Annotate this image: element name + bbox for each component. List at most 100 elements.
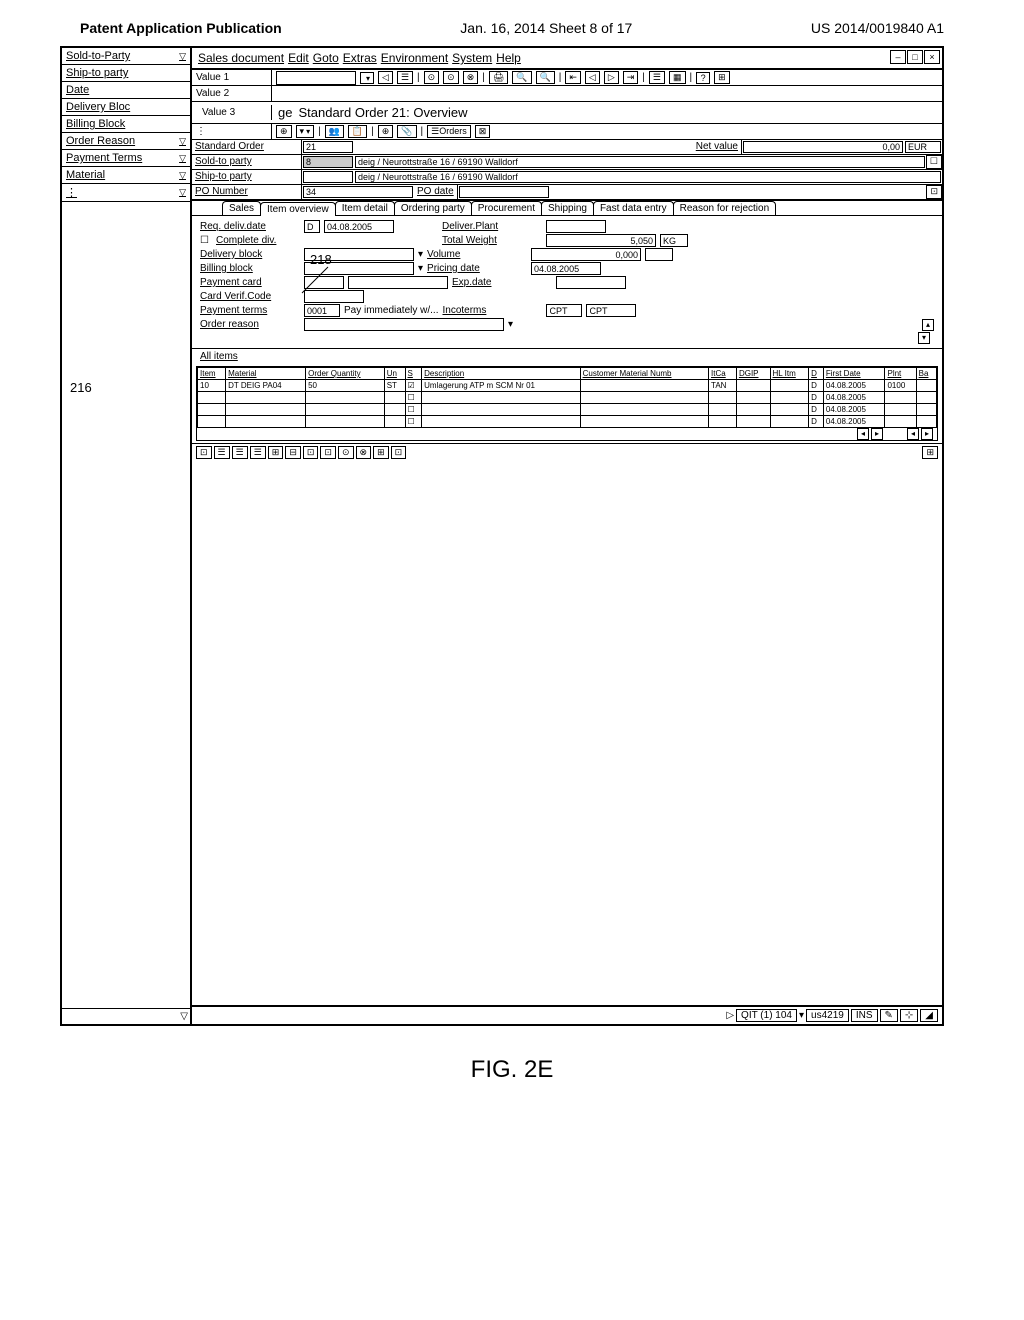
- bt-icon-7[interactable]: ⊡: [303, 446, 319, 459]
- status-icon-1[interactable]: ✎: [880, 1009, 898, 1022]
- order-reason-input[interactable]: [304, 318, 504, 331]
- bt-icon-4[interactable]: ☰: [250, 446, 266, 459]
- tb-findnext-icon[interactable]: 🔍: [536, 71, 555, 84]
- bt-icon-2[interactable]: ☰: [214, 446, 230, 459]
- tb-first-icon[interactable]: ⇤: [565, 71, 581, 84]
- sold-to-value[interactable]: 8: [303, 156, 353, 168]
- tb-icon-2[interactable]: ⊙: [443, 71, 459, 84]
- table-row[interactable]: ☐D04.08.2005: [198, 416, 937, 428]
- tb-icon-b[interactable]: ▦: [669, 71, 686, 84]
- table-row[interactable]: ☐D04.08.2005: [198, 404, 937, 416]
- po-config-icon[interactable]: ⊡: [926, 185, 942, 199]
- app-tb-3[interactable]: 👥: [325, 125, 344, 138]
- po-number-value[interactable]: 34: [303, 186, 413, 198]
- pricing-date-value[interactable]: [531, 262, 601, 275]
- tab-procurement[interactable]: Procurement: [471, 201, 542, 215]
- sold-to-search-icon[interactable]: ☐: [926, 155, 942, 169]
- side-billing-block[interactable]: Billing Block: [62, 116, 190, 133]
- tab-fast-data-entry[interactable]: Fast data entry: [593, 201, 674, 215]
- tb-save-icon[interactable]: ☰: [397, 71, 413, 84]
- status-icon-2[interactable]: ⊹: [900, 1009, 918, 1022]
- tab-item-detail[interactable]: Item detail: [335, 201, 395, 215]
- side-order-reason[interactable]: Order Reason▽: [62, 133, 190, 150]
- tb-last-icon[interactable]: ⇥: [623, 71, 639, 84]
- menu-system[interactable]: System: [452, 51, 492, 65]
- bt-icon-10[interactable]: ⊗: [356, 446, 372, 459]
- tb-help-icon[interactable]: ?: [696, 72, 710, 84]
- app-tb-2[interactable]: ▾: [296, 125, 315, 138]
- bt-icon-12[interactable]: ⊡: [391, 446, 407, 459]
- exp-date-input[interactable]: [556, 276, 626, 289]
- menu-sales-document[interactable]: Sales document: [198, 51, 284, 65]
- status-mode: INS: [851, 1009, 878, 1022]
- side-payment-terms[interactable]: Payment Terms▽: [62, 150, 190, 167]
- tab-ordering-party[interactable]: Ordering party: [394, 201, 472, 215]
- close-button[interactable]: ×: [924, 50, 940, 64]
- menu-help[interactable]: Help: [496, 51, 521, 65]
- incoterms-value[interactable]: [546, 304, 582, 317]
- form-scroll-down[interactable]: ▾: [918, 332, 930, 344]
- deliver-plant-input[interactable]: [546, 220, 606, 233]
- bt-icon-8[interactable]: ⊡: [320, 446, 336, 459]
- tb-icon-1[interactable]: ⊙: [424, 71, 440, 84]
- menu-extras[interactable]: Extras: [343, 51, 377, 65]
- payment-terms-value[interactable]: [304, 304, 340, 317]
- app-tb-orders[interactable]: ☰Orders: [427, 125, 471, 138]
- menu-environment[interactable]: Environment: [381, 51, 448, 65]
- bt-icon-11[interactable]: ⊞: [373, 446, 389, 459]
- tb-icon-a[interactable]: ☰: [649, 71, 665, 84]
- incoterms-desc[interactable]: [586, 304, 636, 317]
- bt-icon-right[interactable]: ⊞: [922, 446, 938, 459]
- table-scroll-left[interactable]: ◂: [857, 428, 869, 440]
- minimize-button[interactable]: –: [890, 50, 906, 64]
- side-ship-to-party[interactable]: Ship-to party: [62, 65, 190, 82]
- tb-next-icon[interactable]: ▷: [604, 71, 619, 84]
- side-more[interactable]: ⋮▽: [62, 184, 190, 202]
- side-date[interactable]: Date: [62, 82, 190, 99]
- table-row[interactable]: ☐D04.08.2005: [198, 392, 937, 404]
- form-scroll-up[interactable]: ▴: [922, 319, 934, 331]
- tb-icon-3[interactable]: ⊗: [463, 71, 479, 84]
- req-deliv-date-type[interactable]: [304, 220, 320, 233]
- table-scroll-right[interactable]: ▸: [871, 428, 883, 440]
- standard-order-value[interactable]: 21: [303, 141, 353, 153]
- side-delivery-block[interactable]: Delivery Bloc: [62, 99, 190, 116]
- menu-goto[interactable]: Goto: [313, 51, 339, 65]
- tb-back-icon[interactable]: ◁: [378, 71, 393, 84]
- bt-icon-1[interactable]: ⊡: [196, 446, 212, 459]
- side-sold-to-party[interactable]: Sold-to-Party▽: [62, 48, 190, 65]
- transaction-input[interactable]: [276, 71, 356, 85]
- status-resize-icon[interactable]: ◢: [920, 1009, 938, 1022]
- table-header-row: Item Material Order Quantity Un S Descri…: [198, 368, 937, 380]
- table-scroll-right2[interactable]: ▸: [921, 428, 933, 440]
- bt-icon-9[interactable]: ⊙: [338, 446, 354, 459]
- app-tb-1[interactable]: ⊕: [276, 125, 292, 138]
- app-tb-7[interactable]: ⊠: [475, 125, 491, 138]
- tab-sales[interactable]: Sales: [222, 201, 261, 215]
- side-material[interactable]: Material▽: [62, 167, 190, 184]
- tb-print-icon[interactable]: 🖨: [489, 71, 508, 84]
- ship-to-value[interactable]: [303, 171, 353, 183]
- tab-shipping[interactable]: Shipping: [541, 201, 594, 215]
- tb-layout-icon[interactable]: ⊞: [714, 71, 730, 84]
- maximize-button[interactable]: □: [907, 50, 923, 64]
- table-scroll-left2[interactable]: ◂: [907, 428, 919, 440]
- req-deliv-date-value[interactable]: [324, 220, 394, 233]
- total-weight-value: [546, 234, 656, 247]
- tb-find-icon[interactable]: 🔍: [512, 71, 531, 84]
- bt-icon-5[interactable]: ⊞: [268, 446, 284, 459]
- menu-edit[interactable]: Edit: [288, 51, 309, 65]
- transaction-dropdown[interactable]: [360, 72, 374, 84]
- app-tb-4[interactable]: 📋: [348, 125, 367, 138]
- payment-card-num[interactable]: [348, 276, 448, 289]
- bt-icon-6[interactable]: ⊟: [285, 446, 301, 459]
- bt-icon-3[interactable]: ☰: [232, 446, 248, 459]
- tab-reason-rejection[interactable]: Reason for rejection: [673, 201, 777, 215]
- table-row[interactable]: 10DT DEIG PA0450ST☑Umlagerung ATP m SCM …: [198, 380, 937, 392]
- tb-prev-icon[interactable]: ◁: [585, 71, 600, 84]
- app-tb-5[interactable]: ⊕: [378, 125, 394, 138]
- value-row-4: ⋮ ⊕ ▾ | 👥 📋 | ⊕ 📎 | ☰Orders ⊠: [192, 124, 942, 140]
- tab-item-overview[interactable]: Item overview: [260, 202, 336, 216]
- app-tb-6[interactable]: 📎: [397, 125, 416, 138]
- po-date-value[interactable]: [459, 186, 549, 198]
